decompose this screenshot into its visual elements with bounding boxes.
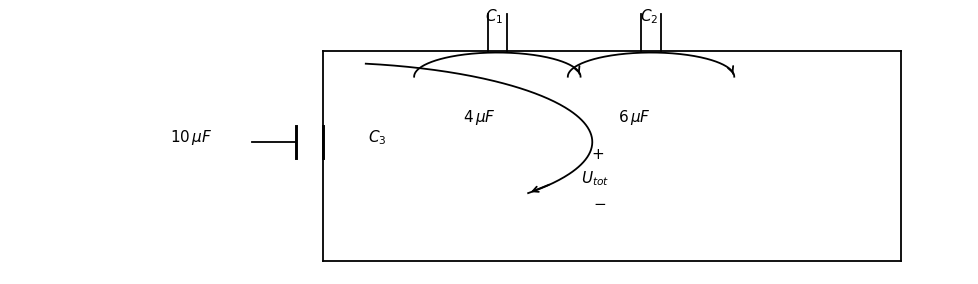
Text: $C_1$: $C_1$ bbox=[485, 8, 503, 26]
Text: $-$: $-$ bbox=[592, 196, 605, 210]
Text: $C_2$: $C_2$ bbox=[640, 8, 657, 26]
Text: $C_3$: $C_3$ bbox=[368, 128, 385, 147]
Text: $U_{tot}$: $U_{tot}$ bbox=[581, 170, 608, 188]
Text: $6\,\mu F$: $6\,\mu F$ bbox=[617, 108, 650, 127]
Text: $+$: $+$ bbox=[590, 148, 603, 162]
Text: $10\,\mu F$: $10\,\mu F$ bbox=[169, 128, 212, 147]
Text: $4\,\mu F$: $4\,\mu F$ bbox=[463, 108, 496, 127]
